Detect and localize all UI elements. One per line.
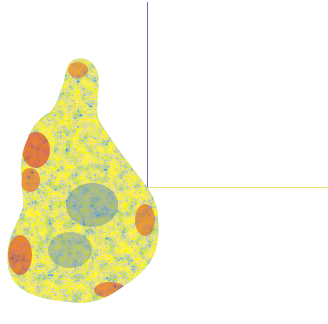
rim-patch [22, 132, 50, 168]
rim-patch [135, 204, 155, 236]
rim-patch [8, 235, 32, 275]
rim-patch [20, 168, 40, 192]
rim-patch [94, 282, 126, 298]
molecular-surface[interactable] [0, 50, 170, 310]
core-patch [66, 183, 118, 227]
rim-patch [68, 62, 88, 78]
core-patch [48, 232, 92, 268]
